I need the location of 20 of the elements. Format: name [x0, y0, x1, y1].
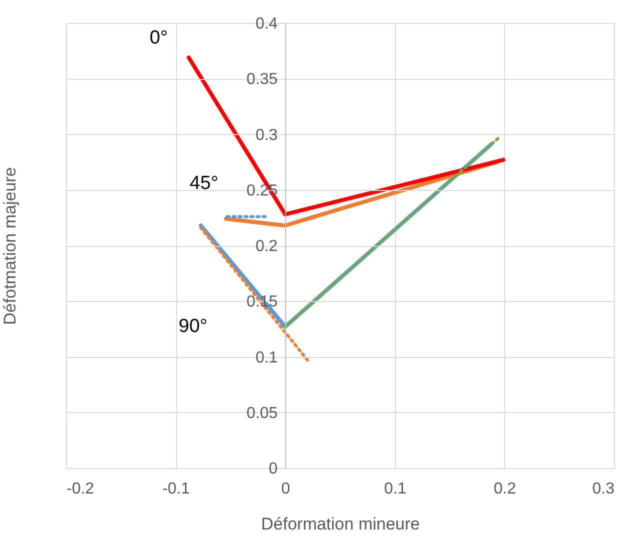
- x-tick-label: 0.1: [384, 480, 407, 498]
- y-tick-label: 0.3: [255, 126, 278, 144]
- x-tick-label: 0.2: [494, 480, 516, 498]
- x-tick-label: 0: [281, 480, 290, 498]
- y-axis-title: Défotmation majeure: [0, 167, 20, 325]
- y-tick-label: 0.25: [246, 182, 278, 200]
- y-tick-label: 0.35: [246, 71, 278, 88]
- x-tick-label: -0.2: [66, 480, 94, 498]
- y-tick-label: 0.05: [246, 404, 278, 422]
- y-tick-label: 0: [268, 460, 278, 478]
- y-tick-label: 0.2: [255, 238, 278, 255]
- annotation: 90°: [178, 316, 208, 337]
- x-axis-title: Déformation mineure: [261, 514, 420, 534]
- x-tick-label: -0.1: [162, 480, 190, 498]
- y-tick-label: 0.15: [246, 294, 278, 311]
- annotation: 45°: [190, 172, 218, 194]
- y-tick-label: 0.1: [255, 349, 278, 366]
- y-tick-label: 0.4: [255, 16, 278, 32]
- annotation: 0°: [150, 27, 168, 48]
- x-tick-label: 0.3: [592, 480, 615, 498]
